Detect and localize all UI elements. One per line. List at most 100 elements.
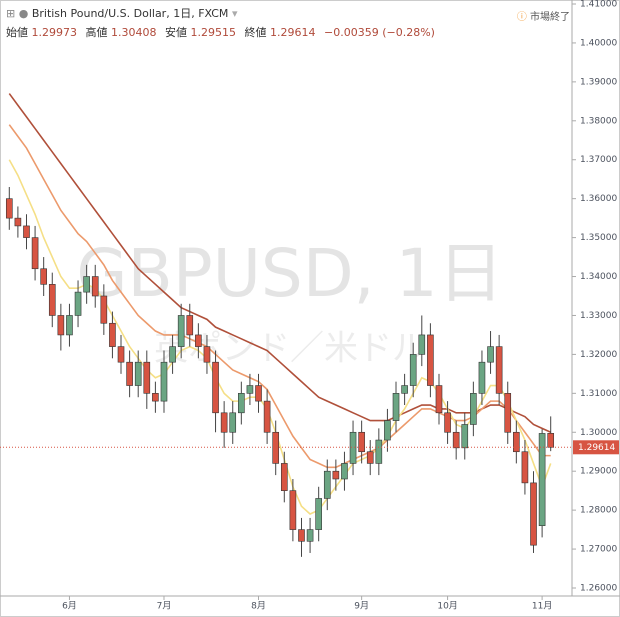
x-tick-label: 7月 [157, 601, 172, 612]
candle-body [74, 291, 82, 316]
x-tick-label: 6月 [62, 601, 77, 612]
y-tick-label: 1.36000 [580, 194, 617, 204]
price-label: 1.29614 [578, 443, 615, 453]
icon: ⊞ ● [6, 7, 29, 20]
y-tick-label: 1.40000 [580, 38, 617, 48]
status-icon: ⓘ [516, 12, 527, 23]
y-tick-label: 1.27000 [580, 545, 617, 555]
open-value: 1.29973 [31, 26, 78, 39]
x-tick-label: 9月 [354, 601, 369, 612]
moving-average [8, 124, 551, 469]
y-tick-label: 1.26000 [580, 584, 617, 594]
candle-body [538, 433, 546, 527]
candle-body [263, 400, 271, 433]
candle-body [341, 463, 348, 480]
status-text: 市場終了 [530, 12, 570, 23]
candle-body [40, 268, 47, 285]
candle-body [5, 198, 13, 219]
low-label: 安値 [165, 26, 187, 39]
candle-body [375, 439, 383, 464]
price-label-bg [573, 440, 619, 455]
candle-body [444, 412, 451, 433]
candle-body [470, 393, 477, 425]
candle-body [530, 482, 537, 546]
candle-body [246, 385, 254, 394]
candle-body [332, 470, 340, 480]
candle-body [513, 431, 520, 453]
candle-body [48, 284, 56, 316]
close-label: 終値 [244, 26, 267, 39]
candle-body [126, 361, 133, 386]
candle-body [461, 424, 469, 449]
y-tick-label: 1.32000 [580, 350, 617, 360]
dropdown[interactable]: ▾ [231, 7, 238, 20]
candle-body [272, 431, 280, 464]
candle-body [195, 334, 202, 347]
candle-body [134, 361, 142, 386]
candle-body [358, 431, 365, 453]
high-label: 高値 [85, 26, 108, 39]
candle-body [401, 385, 408, 394]
candle-body [349, 431, 357, 464]
candle-body [31, 237, 39, 270]
candle-body [203, 346, 211, 363]
candle-body [169, 346, 176, 363]
candle-body [418, 334, 426, 355]
open-label: 始値 [6, 26, 28, 39]
candle-body [323, 470, 331, 499]
y-tick-label: 1.37000 [580, 155, 617, 165]
chart-title: British Pound/U.S. Dollar, 1日, FXCM [31, 7, 229, 20]
candle-body [152, 393, 159, 402]
x-tick-label: 11月 [532, 601, 552, 612]
candle-body [280, 463, 288, 491]
y-tick-label: 1.28000 [580, 506, 617, 516]
candle-body [504, 393, 512, 433]
candle-body [315, 498, 322, 530]
watermark: GBPUSD, 1日 [76, 235, 503, 312]
close-value: 1.29614 [270, 26, 316, 39]
candle-body [298, 529, 305, 542]
candle-body [238, 393, 245, 414]
candle-body [100, 295, 108, 324]
candle-body [384, 420, 391, 441]
candle-body [392, 393, 400, 421]
y-tick-label: 1.34000 [580, 272, 617, 282]
change: −0.00359 (−0.28%) [324, 26, 435, 39]
y-tick-label: 1.39000 [580, 77, 617, 87]
candle-body [143, 361, 151, 394]
candle-body [14, 217, 22, 227]
candle-body [255, 385, 262, 402]
candle-body [478, 361, 486, 394]
candle-body [435, 385, 443, 414]
candle-body [306, 529, 314, 542]
candle-body [547, 433, 555, 448]
y-tick-label: 1.30000 [580, 428, 617, 438]
candle-body [83, 276, 90, 293]
candle-body [452, 431, 460, 449]
candle-body [160, 361, 168, 402]
x-tick-label: 8月 [251, 601, 266, 612]
y-tick-label: 1.33000 [580, 311, 617, 321]
candle-body [57, 315, 65, 336]
candle-body [109, 322, 116, 347]
plot [5, 93, 555, 557]
candle-body [495, 346, 503, 394]
moving-average [8, 93, 552, 433]
y-tick-label: 1.31000 [580, 389, 617, 399]
candle-body [427, 334, 434, 386]
candle-body [366, 451, 374, 464]
low-value: 1.29515 [190, 26, 237, 39]
candle-body [409, 354, 417, 386]
candle-body [66, 315, 73, 336]
candle-body [521, 451, 529, 484]
market-status: ⓘ 市場終了 [517, 8, 570, 23]
ohlc-row: 始値 1.29973 高値 1.30408 安値 1.29515 終値 1.29… [6, 23, 440, 42]
candle-body [177, 315, 185, 347]
y-tick-label: 1.29000 [580, 467, 617, 477]
header: ⊞ ● British Pound/U.S. Dollar, 1日, FXCM … [6, 4, 440, 42]
y-tick-label: 1.38000 [580, 116, 617, 126]
candle-body [186, 315, 194, 336]
moving-average [8, 159, 552, 515]
